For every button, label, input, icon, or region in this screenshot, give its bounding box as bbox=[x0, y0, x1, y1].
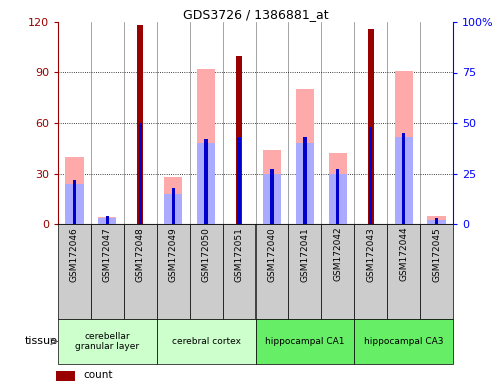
Bar bbox=[205, 139, 208, 224]
Bar bbox=[303, 137, 307, 224]
Bar bbox=[164, 194, 182, 224]
Bar bbox=[427, 220, 446, 224]
Bar bbox=[369, 127, 372, 224]
Text: hippocampal CA3: hippocampal CA3 bbox=[364, 337, 443, 346]
Bar bbox=[197, 69, 215, 224]
Bar bbox=[427, 215, 446, 224]
Bar bbox=[402, 133, 405, 224]
Bar bbox=[263, 174, 281, 224]
Text: GSM172049: GSM172049 bbox=[169, 227, 177, 281]
Text: GSM172047: GSM172047 bbox=[103, 227, 112, 281]
Text: tissue: tissue bbox=[24, 336, 57, 346]
Bar bbox=[368, 29, 374, 224]
Bar bbox=[336, 169, 340, 224]
Bar bbox=[420, 224, 453, 319]
Bar bbox=[197, 143, 215, 224]
Bar bbox=[222, 224, 255, 319]
Text: GSM172041: GSM172041 bbox=[300, 227, 310, 281]
Bar bbox=[394, 137, 413, 224]
Bar bbox=[164, 177, 182, 224]
Bar bbox=[238, 137, 241, 224]
Bar bbox=[263, 150, 281, 224]
Bar bbox=[157, 224, 190, 319]
Bar bbox=[236, 56, 242, 224]
Text: GSM172040: GSM172040 bbox=[268, 227, 277, 281]
Bar bbox=[394, 71, 413, 224]
Text: GSM172042: GSM172042 bbox=[333, 227, 342, 281]
Text: GSM172048: GSM172048 bbox=[136, 227, 145, 281]
Text: GSM172051: GSM172051 bbox=[235, 227, 244, 282]
Bar bbox=[66, 157, 83, 224]
Text: GSM172046: GSM172046 bbox=[70, 227, 79, 281]
Bar bbox=[255, 224, 288, 319]
Bar bbox=[296, 143, 314, 224]
Bar bbox=[435, 218, 438, 224]
Bar bbox=[329, 153, 347, 224]
Text: cerebellar
granular layer: cerebellar granular layer bbox=[75, 332, 140, 351]
Bar bbox=[73, 180, 76, 224]
Bar bbox=[172, 188, 175, 224]
Bar bbox=[58, 224, 91, 319]
Bar bbox=[270, 169, 274, 224]
Bar bbox=[58, 319, 157, 364]
Bar bbox=[354, 319, 453, 364]
Bar bbox=[98, 218, 116, 224]
Bar bbox=[321, 224, 354, 319]
Bar bbox=[157, 319, 255, 364]
Bar bbox=[124, 224, 157, 319]
Bar bbox=[288, 224, 321, 319]
Text: GSM172045: GSM172045 bbox=[432, 227, 441, 281]
Bar bbox=[139, 123, 142, 224]
Text: GSM172044: GSM172044 bbox=[399, 227, 408, 281]
Title: GDS3726 / 1386881_at: GDS3726 / 1386881_at bbox=[183, 8, 328, 21]
Text: GSM172043: GSM172043 bbox=[366, 227, 375, 281]
Bar bbox=[98, 217, 116, 224]
Bar bbox=[387, 224, 420, 319]
Text: GSM172050: GSM172050 bbox=[202, 227, 211, 282]
Bar bbox=[91, 224, 124, 319]
Bar bbox=[329, 174, 347, 224]
Text: count: count bbox=[83, 370, 113, 380]
Bar bbox=[296, 89, 314, 224]
Bar bbox=[138, 25, 143, 224]
Bar bbox=[56, 371, 75, 381]
Bar bbox=[255, 319, 354, 364]
Text: hippocampal CA1: hippocampal CA1 bbox=[265, 337, 345, 346]
Bar bbox=[66, 184, 83, 224]
Text: cerebral cortex: cerebral cortex bbox=[172, 337, 241, 346]
Bar bbox=[190, 224, 222, 319]
Bar bbox=[354, 224, 387, 319]
Bar bbox=[106, 216, 109, 224]
